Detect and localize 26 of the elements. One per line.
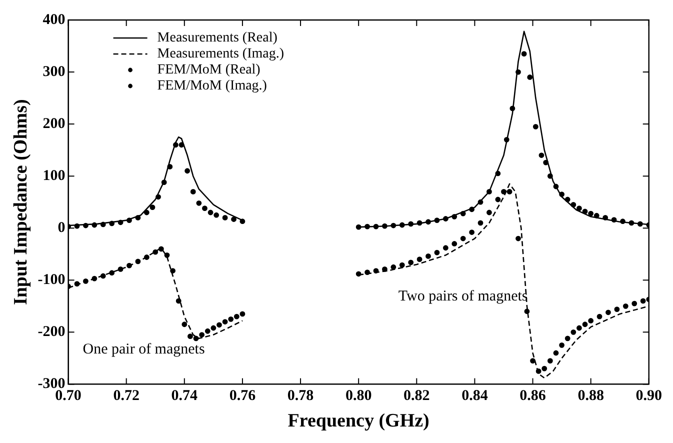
legend-label: FEM/MoM (Real) xyxy=(157,62,261,78)
y-axis-title: Input Impedance (Ohms) xyxy=(10,99,32,306)
x-tick-label: 0.74 xyxy=(171,388,198,404)
y-tick-label: -200 xyxy=(38,324,66,340)
y-tick-label: 400 xyxy=(42,12,66,28)
annotation: Two pairs of magnets xyxy=(398,288,528,305)
y-tick-label: -100 xyxy=(38,272,66,288)
x-tick-label: 0.90 xyxy=(636,388,662,404)
legend-label: Measurements (Real) xyxy=(157,30,278,46)
y-tick-label: 100 xyxy=(42,168,66,184)
x-tick-label: 0.78 xyxy=(287,388,314,404)
x-tick-label: 0.80 xyxy=(345,388,372,404)
y-tick-label: 0 xyxy=(58,220,66,236)
x-tick-label: 0.86 xyxy=(520,388,546,404)
y-tick-label: 200 xyxy=(42,116,66,132)
x-tick-label: 0.72 xyxy=(113,388,140,404)
x-tick-label: 0.76 xyxy=(229,388,256,404)
x-axis-title: Frequency (GHz) xyxy=(288,410,430,432)
x-tick-label: 0.70 xyxy=(55,388,82,404)
annotation: One pair of magnets xyxy=(82,342,205,358)
y-tick-label: 300 xyxy=(42,64,66,80)
legend-label: FEM/MoM (Imag.) xyxy=(157,78,268,94)
x-tick-label: 0.84 xyxy=(462,388,488,404)
legend-label: Measurements (Imag.) xyxy=(157,46,284,62)
x-tick-label: 0.88 xyxy=(578,388,604,404)
x-tick-label: 0.82 xyxy=(404,388,430,404)
